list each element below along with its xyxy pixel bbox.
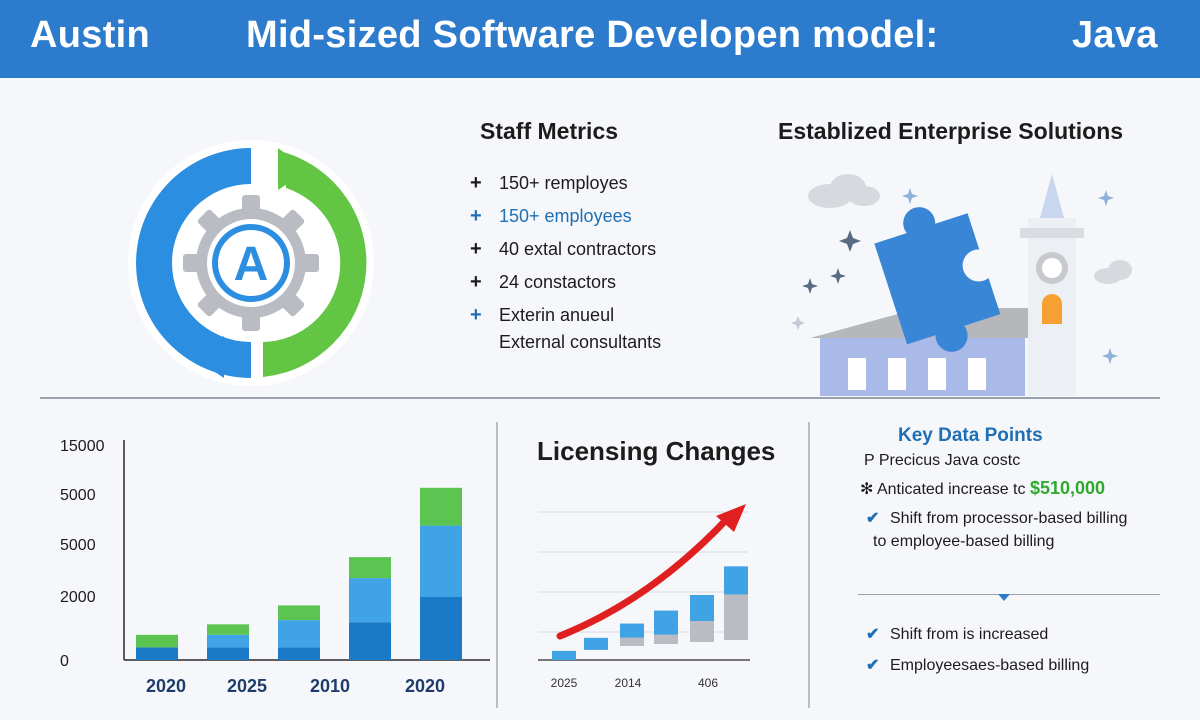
puzzle-icon bbox=[874, 207, 1001, 352]
y-tick-label: 2000 bbox=[60, 589, 96, 606]
key-line: ✔ Employeesaes-based billing bbox=[866, 657, 1090, 674]
enterprise-illustration bbox=[791, 174, 1132, 396]
bar-segment bbox=[420, 525, 462, 597]
bar-segment bbox=[420, 487, 462, 526]
y-tick-label: 0 bbox=[60, 653, 69, 670]
list-item: + Exterin anueul External consultants bbox=[470, 304, 662, 352]
licensing-title: Licensing Changes bbox=[537, 436, 776, 466]
x-tick-label: 2025 bbox=[551, 676, 578, 690]
licensing-chart: 2025 2014 406 bbox=[538, 504, 750, 690]
y-tick-label: 5000 bbox=[60, 537, 96, 554]
key-line: to employee-based billing bbox=[873, 533, 1055, 550]
list-item: + 150+ employees bbox=[470, 205, 632, 227]
column-divider bbox=[808, 422, 810, 708]
page-title: Mid-sized Software Developen model: bbox=[246, 14, 939, 56]
check-icon: ✔ bbox=[866, 510, 880, 527]
bar-segment bbox=[349, 622, 391, 660]
language-title: Java bbox=[1072, 14, 1158, 56]
bar-segment bbox=[207, 634, 249, 648]
bar-segment bbox=[207, 647, 249, 660]
chevron-down-icon bbox=[998, 594, 1010, 601]
x-tick-label: 406 bbox=[698, 676, 718, 690]
bar-cap bbox=[690, 595, 714, 621]
plus-icon: + bbox=[470, 304, 482, 326]
bar-segment bbox=[420, 597, 462, 660]
list-item: + 150+ remployes bbox=[470, 172, 628, 194]
bar-cap bbox=[724, 566, 748, 595]
x-tick-label: 2014 bbox=[615, 676, 642, 690]
y-tick-label: 5000 bbox=[60, 487, 96, 504]
bar-cap bbox=[552, 650, 576, 660]
list-item: + 24 constactors bbox=[470, 271, 617, 293]
section-divider bbox=[40, 397, 1160, 399]
plus-icon: + bbox=[470, 205, 482, 227]
svg-text:A: A bbox=[234, 238, 269, 291]
trend-arrow bbox=[556, 516, 730, 640]
key-line: P Precicus Java costc bbox=[864, 452, 1021, 469]
bar-segment bbox=[136, 647, 178, 660]
staff-metrics-title: Staff Metrics bbox=[480, 118, 619, 144]
bar-segment bbox=[349, 578, 391, 623]
bar-cap bbox=[654, 610, 678, 635]
cloud-icon bbox=[1094, 260, 1132, 284]
staff-metrics-list: + 150+ remployes + 150+ employees + 40 e… bbox=[470, 170, 770, 352]
sparkle-icon bbox=[791, 188, 1118, 364]
x-tick-label: 2020 bbox=[405, 676, 445, 696]
column-divider bbox=[496, 422, 498, 708]
y-tick-label: 15000 bbox=[60, 438, 105, 455]
cloud-icon bbox=[808, 174, 880, 208]
bar-cap bbox=[620, 623, 644, 638]
check-icon: ✔ bbox=[866, 657, 880, 674]
plus-icon: + bbox=[470, 172, 482, 194]
bar-segment bbox=[278, 605, 320, 621]
plus-icon: + bbox=[470, 238, 482, 260]
arrow-head bbox=[716, 504, 746, 532]
staff-growth-bar-chart: 15000 5000 5000 2000 0 2020 2025 2010 2020 bbox=[60, 438, 490, 696]
x-tick-label: 2020 bbox=[146, 676, 186, 696]
x-tick-label: 2010 bbox=[310, 676, 350, 696]
check-icon: ✔ bbox=[866, 626, 880, 643]
city-title: Austin bbox=[30, 14, 151, 56]
cost-value: $510,000 bbox=[1029, 478, 1106, 498]
key-data-title: Key Data Points bbox=[898, 425, 1043, 446]
key-line: ✔ Shift from processor-based billing bbox=[866, 510, 1128, 527]
bar-segment bbox=[136, 634, 178, 648]
list-item: + 40 extal contractors bbox=[470, 238, 657, 260]
key-line: ✔ Shift from is increased bbox=[866, 626, 1049, 643]
gear-logo-icon: A bbox=[128, 140, 374, 386]
bar-segment bbox=[278, 620, 320, 648]
bar-segment bbox=[349, 557, 391, 579]
header-banner: Austin Mid-sized Software Developen mode… bbox=[0, 0, 1200, 78]
x-tick-label: 2025 bbox=[227, 676, 267, 696]
bar-segment bbox=[278, 647, 320, 660]
asterisk-icon: ✻ bbox=[860, 481, 874, 498]
key-line: ✻ Anticated increase tc $510,000 bbox=[860, 478, 1106, 498]
plus-icon: + bbox=[470, 271, 482, 293]
bar-cap bbox=[584, 637, 608, 650]
enterprise-title: Establized Enterprise Solutions bbox=[778, 118, 1124, 144]
bar-segment bbox=[207, 624, 249, 635]
